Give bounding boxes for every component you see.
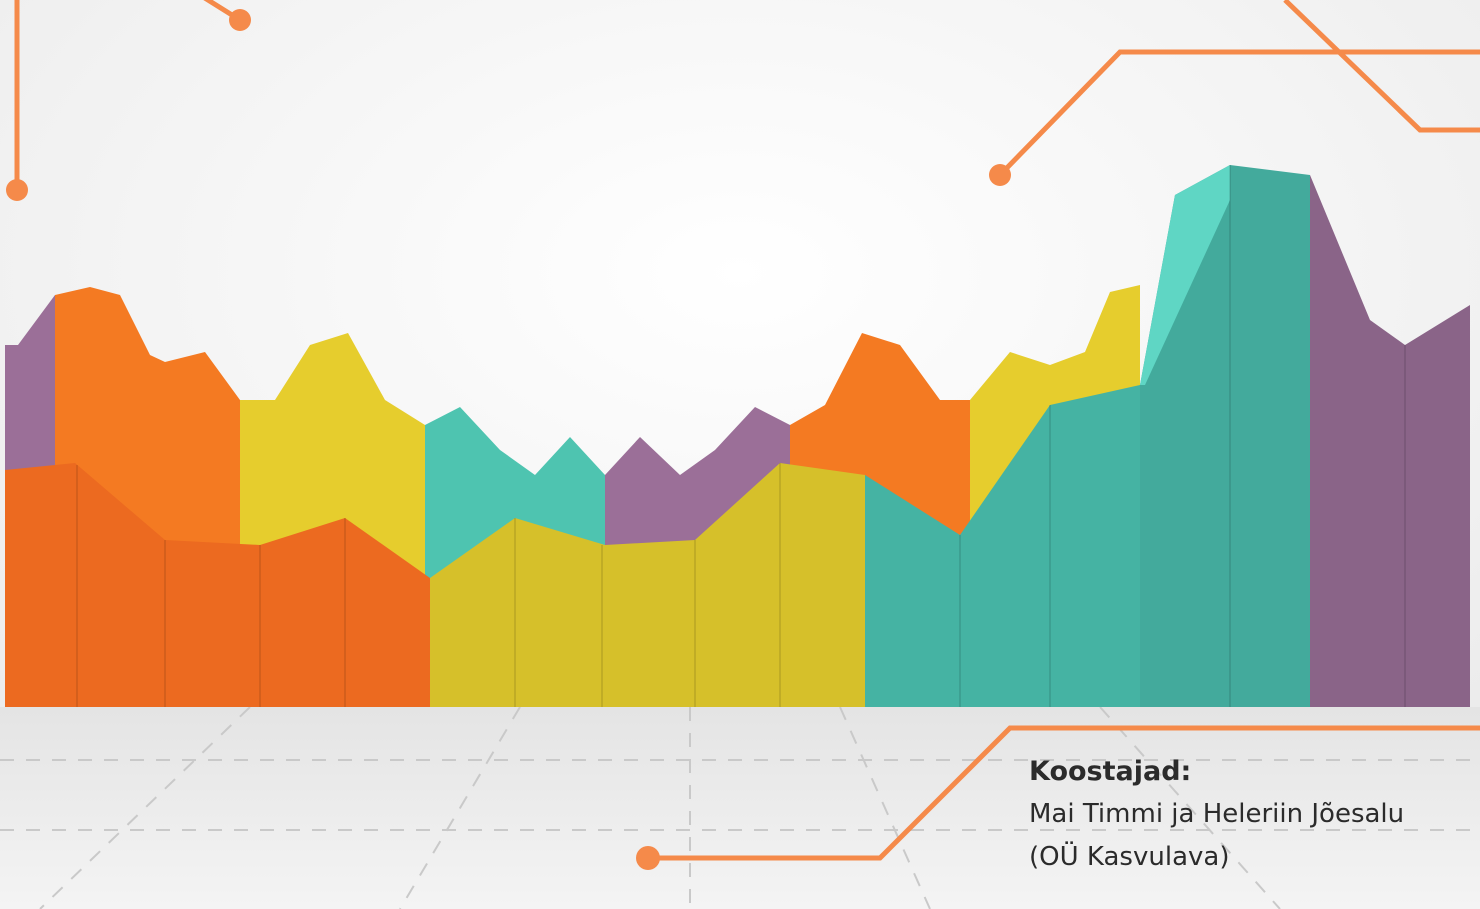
floor-grid	[0, 706, 1480, 909]
credits-line: (OÜ Kasvulava)	[1029, 840, 1229, 872]
front-layer	[5, 165, 1310, 707]
decor-dots	[6, 9, 1011, 870]
panel-seams	[76, 165, 1406, 707]
decor-lines	[14, 0, 1480, 861]
floor	[0, 707, 1480, 909]
credits-line: Mai Timmi ja Heleriin Jõesalu	[1029, 799, 1404, 829]
credits-heading: Koostajad:	[1029, 756, 1191, 787]
